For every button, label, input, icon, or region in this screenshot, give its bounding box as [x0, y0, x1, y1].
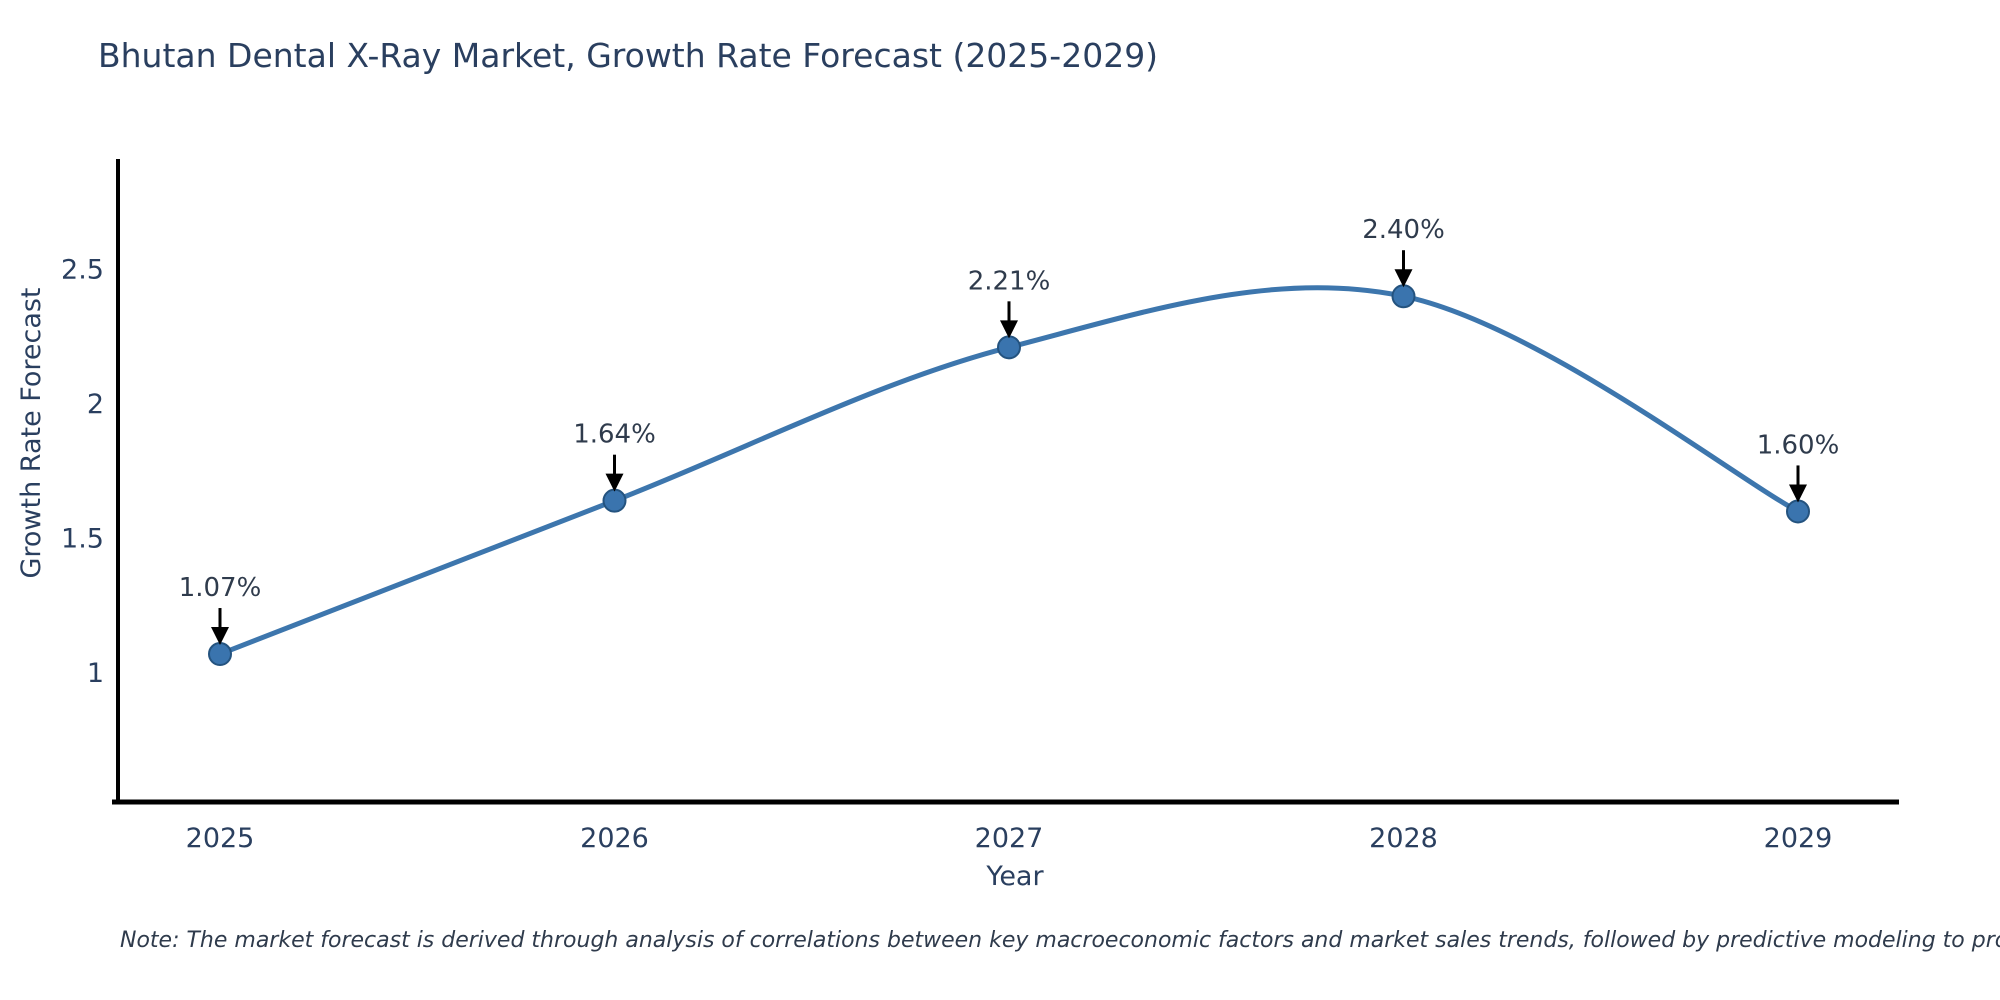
- data-point-2026[interactable]: [602, 488, 627, 513]
- y-tick-label: 1.5: [61, 523, 104, 554]
- data-point-2027[interactable]: [997, 335, 1021, 360]
- annotation-arrowhead-icon: [1789, 484, 1807, 503]
- x-axis-title: Year: [985, 861, 1044, 892]
- y-axis-tick-labels: 1 1.5 2 2.5: [61, 254, 104, 689]
- annotation-arrowhead-icon: [1000, 320, 1018, 339]
- x-tick-label: 2027: [975, 823, 1044, 854]
- data-series: [208, 284, 1810, 667]
- annotation-arrowhead-icon: [605, 473, 624, 492]
- annotation-arrowhead-icon: [1394, 269, 1413, 288]
- y-axis-title: Growth Rate Forecast: [16, 287, 47, 578]
- x-tick-label: 2025: [186, 823, 255, 854]
- y-tick-label: 2: [87, 389, 104, 420]
- annotation-label: 2.40%: [1362, 215, 1445, 245]
- y-tick-label: 1: [87, 658, 104, 689]
- footnote-container: Note: The market forecast is derived thr…: [120, 928, 2000, 974]
- chart-title: Bhutan Dental X-Ray Market, Growth Rate …: [98, 36, 1159, 75]
- annotation-label: 1.60%: [1757, 430, 1840, 460]
- annotation-label: 1.64%: [573, 420, 656, 450]
- point-annotations: 1.07% 1.64% 2.21% 2.40% 1.60%: [179, 215, 1840, 646]
- data-point-2029[interactable]: [1786, 499, 1810, 524]
- annotation-label: 1.07%: [179, 573, 262, 603]
- annotation-label: 2.21%: [968, 266, 1051, 296]
- x-tick-label: 2028: [1369, 823, 1438, 854]
- data-point-2028[interactable]: [1391, 284, 1416, 309]
- annotation-arrowhead-icon: [211, 627, 229, 646]
- x-tick-label: 2026: [580, 823, 649, 854]
- footnote-text: Note: The market forecast is derived thr…: [120, 928, 2000, 953]
- x-tick-label: 2029: [1764, 823, 1833, 854]
- data-point-2025[interactable]: [208, 642, 232, 667]
- x-axis-tick-labels: 2025 2026 2027 2028 2029: [186, 823, 1833, 854]
- y-tick-label: 2.5: [61, 254, 104, 285]
